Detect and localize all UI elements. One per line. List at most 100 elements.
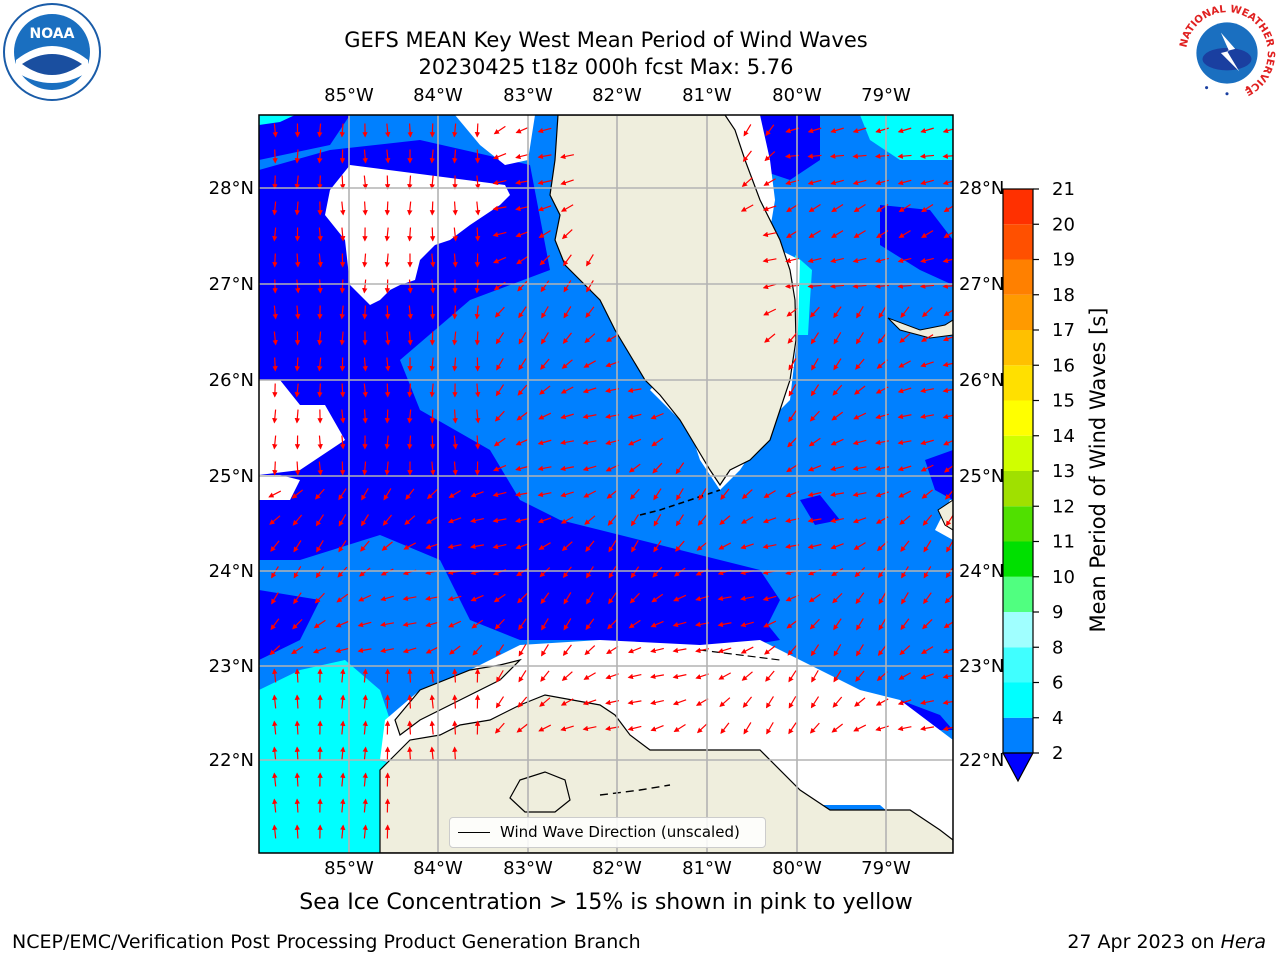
colorbar-tick-label: 10	[1052, 567, 1075, 588]
lon-tick-label-bottom: 80°W	[772, 858, 822, 879]
colorbar-tick-label: 14	[1052, 426, 1075, 447]
colorbar-tick-label: 4	[1052, 708, 1063, 729]
colorbar-segment	[1003, 612, 1033, 647]
colorbar-segment	[1003, 542, 1033, 577]
colorbar-tick-label: 6	[1052, 673, 1063, 694]
direction-arrow	[342, 176, 343, 189]
direction-arrow	[297, 774, 298, 787]
direction-arrow	[455, 410, 456, 423]
legend-label: Wind Wave Direction (unscaled)	[500, 818, 740, 847]
direction-arrow	[297, 826, 298, 839]
lon-tick-label-top: 83°W	[503, 85, 553, 106]
direction-arrow	[432, 306, 433, 319]
direction-arrow	[387, 202, 388, 215]
colorbar-segment	[1003, 506, 1033, 541]
direction-arrow	[342, 280, 343, 293]
lon-tick-label-top: 84°W	[413, 85, 463, 106]
colorbar-tick-label: 20	[1052, 214, 1075, 235]
colorbar-segment	[1003, 260, 1033, 295]
lon-tick-label-top: 82°W	[592, 85, 642, 106]
direction-arrow	[432, 124, 433, 137]
lat-tick-label-left: 24°N	[209, 561, 254, 582]
direction-arrow	[365, 306, 366, 319]
colorbar-tick-label: 2	[1052, 743, 1063, 764]
colorbar-segment	[1003, 647, 1033, 682]
colorbar-tick-label: 8	[1052, 637, 1063, 658]
lon-tick-label-bottom: 79°W	[861, 858, 911, 879]
direction-arrow	[297, 722, 298, 735]
lon-tick-label-bottom: 81°W	[682, 858, 732, 879]
direction-arrow	[455, 748, 456, 761]
direction-arrow	[342, 384, 343, 397]
lon-tick-label-bottom: 83°W	[503, 858, 553, 879]
lat-tick-label-left: 26°N	[209, 370, 254, 391]
direction-arrow	[297, 696, 298, 709]
colorbar-segment	[1003, 189, 1033, 224]
footer-credit: NCEP/EMC/Verification Post Processing Pr…	[12, 931, 641, 953]
direction-arrow	[432, 202, 433, 215]
direction-arrow	[477, 228, 478, 241]
lat-tick-label-right: 23°N	[959, 656, 1004, 677]
lon-tick-label-top: 81°W	[682, 85, 732, 106]
sea-ice-note: Sea Ice Concentration > 15% is shown in …	[256, 890, 956, 915]
lon-tick-label-bottom: 85°W	[324, 858, 374, 879]
lat-tick-label-right: 27°N	[959, 274, 1004, 295]
colorbar-tick-label: 11	[1052, 532, 1075, 553]
direction-arrow	[275, 462, 276, 475]
lat-tick-label-right: 24°N	[959, 561, 1004, 582]
direction-arrow	[365, 202, 366, 215]
legend-line-symbol	[458, 832, 490, 833]
direction-arrow	[275, 254, 276, 267]
colorbar-tick-label: 19	[1052, 250, 1075, 271]
direction-arrow	[432, 410, 433, 423]
lon-tick-label-bottom: 84°W	[413, 858, 463, 879]
lat-tick-label-left: 27°N	[209, 274, 254, 295]
colorbar-segment	[1003, 401, 1033, 436]
colorbar-segment	[1003, 436, 1033, 471]
map-legend: Wind Wave Direction (unscaled)	[449, 817, 766, 848]
colorbar-tick-label: 21	[1052, 179, 1075, 200]
direction-arrow	[320, 280, 321, 293]
footer-host: Hera	[1221, 931, 1266, 953]
direction-arrow	[297, 670, 298, 683]
colorbar-tick-label: 13	[1052, 461, 1075, 482]
direction-arrow	[297, 462, 298, 475]
direction-arrow	[297, 748, 298, 761]
lat-tick-label-right: 28°N	[959, 178, 1004, 199]
colorbar-segment	[1003, 683, 1033, 718]
direction-arrow	[455, 722, 456, 735]
lat-tick-label-left: 22°N	[209, 750, 254, 771]
lat-tick-label-right: 22°N	[959, 750, 1004, 771]
direction-arrow	[320, 176, 321, 189]
lat-tick-label-right: 25°N	[959, 466, 1004, 487]
lon-tick-label-top: 85°W	[324, 85, 374, 106]
direction-arrow	[455, 670, 456, 683]
lon-tick-label-top: 80°W	[772, 85, 822, 106]
direction-arrow	[387, 306, 388, 319]
direction-arrow	[320, 384, 321, 397]
colorbar-tick-label: 9	[1052, 602, 1063, 623]
colorbar-tick-label: 16	[1052, 355, 1075, 376]
direction-arrow	[477, 332, 478, 345]
colorbar-segment	[1003, 577, 1033, 612]
lon-tick-label-top: 79°W	[861, 85, 911, 106]
direction-arrow	[275, 150, 276, 163]
colorbar-label: Mean Period of Wind Waves [s]	[1086, 308, 1110, 633]
colorbar-segment	[1003, 365, 1033, 400]
direction-arrow	[297, 800, 298, 813]
direction-arrow	[477, 124, 478, 137]
lat-tick-label-left: 25°N	[209, 466, 254, 487]
colorbar-tick-label: 15	[1052, 391, 1075, 412]
colorbar-tick-label: 18	[1052, 285, 1075, 306]
colorbar-segment	[1003, 330, 1033, 365]
colorbar-segment	[1003, 295, 1033, 330]
direction-arrow	[477, 436, 478, 449]
direction-arrow	[387, 410, 388, 423]
direction-arrow	[455, 696, 456, 709]
lat-tick-label-right: 26°N	[959, 370, 1004, 391]
footer-timestamp: 27 Apr 2023 on Hera	[1067, 931, 1266, 953]
lat-tick-label-left: 28°N	[209, 178, 254, 199]
lon-tick-label-bottom: 82°W	[592, 858, 642, 879]
colorbar-extend-triangle	[1003, 753, 1033, 781]
